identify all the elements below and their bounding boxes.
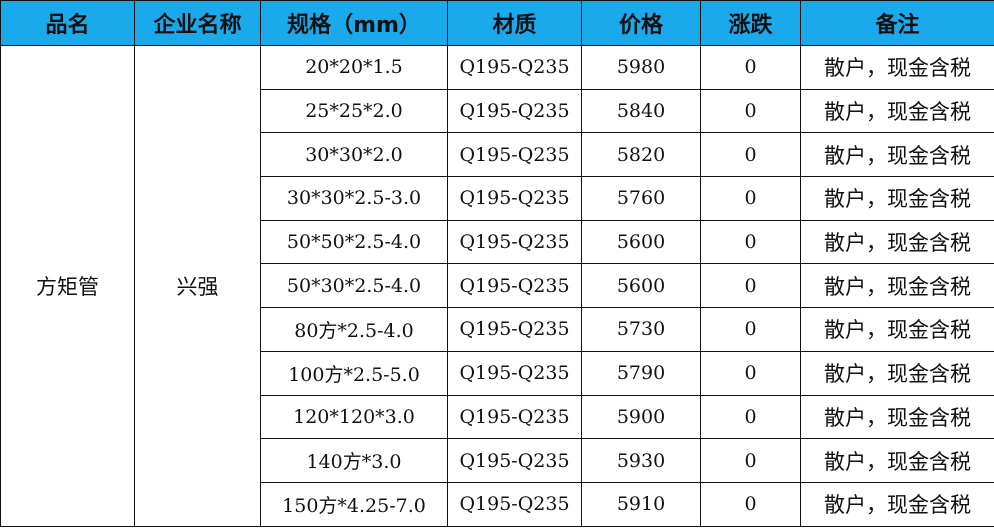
price-cell: 5900 xyxy=(581,394,701,440)
column-header: 规格（mm） xyxy=(260,0,448,46)
remark-cell: 散户，现金含税 xyxy=(800,307,994,352)
spec-cell: 100方*2.5-5.0 xyxy=(260,350,448,396)
change-cell: 0 xyxy=(700,176,801,221)
column-header: 涨跌 xyxy=(700,0,801,46)
spec-cell: 30*30*2.5-3.0 xyxy=(260,176,448,221)
material-cell: Q195-Q235 xyxy=(447,438,582,483)
material-cell: Q195-Q235 xyxy=(447,307,582,352)
material-cell: Q195-Q235 xyxy=(447,176,582,221)
material-cell: Q195-Q235 xyxy=(447,45,582,90)
material-cell: Q195-Q235 xyxy=(447,350,582,396)
price-cell: 5600 xyxy=(581,263,701,309)
company-name-cell: 兴强 xyxy=(134,45,261,527)
change-cell: 0 xyxy=(700,350,801,396)
change-cell: 0 xyxy=(700,307,801,352)
price-cell: 5910 xyxy=(581,481,701,527)
spec-cell: 30*30*2.0 xyxy=(260,132,448,178)
price-cell: 5760 xyxy=(581,176,701,221)
material-cell: Q195-Q235 xyxy=(447,132,582,178)
table-row: 80方*2.5-4.0 Q195-Q235 5730 0 散户，现金含税 xyxy=(1,307,994,352)
table-row: 120*120*3.0 Q195-Q235 5900 0 散户，现金含税 xyxy=(1,394,994,440)
material-cell: Q195-Q235 xyxy=(447,394,582,440)
change-cell: 0 xyxy=(700,88,801,134)
material-cell: Q195-Q235 xyxy=(447,88,582,134)
remark-cell: 散户，现金含税 xyxy=(800,481,994,527)
spec-cell: 150方*4.25-7.0 xyxy=(260,481,448,527)
header-row: 品名 企业名称 规格（mm） 材质 价格 涨跌 备注 xyxy=(0,0,994,46)
table-row: 140方*3.0 Q195-Q235 5930 0 散户，现金含税 xyxy=(1,438,994,483)
material-cell: Q195-Q235 xyxy=(447,219,582,265)
remark-cell: 散户，现金含税 xyxy=(800,438,994,483)
change-cell: 0 xyxy=(700,263,801,309)
table-row: 50*30*2.5-4.0 Q195-Q235 5600 0 散户，现金含税 xyxy=(1,263,994,309)
remark-cell: 散户，现金含税 xyxy=(800,394,994,440)
change-cell: 0 xyxy=(700,438,801,483)
spec-cell: 50*50*2.5-4.0 xyxy=(260,219,448,265)
spec-cell: 120*120*3.0 xyxy=(260,394,448,440)
spec-cell: 140方*3.0 xyxy=(260,438,448,483)
spec-cell: 20*20*1.5 xyxy=(260,45,448,90)
product-name-cell: 方矩管 xyxy=(0,45,135,527)
table-row: 150方*4.25-7.0 Q195-Q235 5910 0 散户，现金含税 xyxy=(1,481,994,527)
spec-cell: 25*25*2.0 xyxy=(260,88,448,134)
remark-cell: 散户，现金含税 xyxy=(800,219,994,265)
column-header: 价格 xyxy=(581,0,701,46)
remark-cell: 散户，现金含税 xyxy=(800,45,994,90)
change-cell: 0 xyxy=(700,394,801,440)
remark-cell: 散户，现金含税 xyxy=(800,350,994,396)
material-cell: Q195-Q235 xyxy=(447,481,582,527)
price-cell: 5600 xyxy=(581,219,701,265)
change-cell: 0 xyxy=(700,132,801,178)
column-header: 企业名称 xyxy=(134,0,261,46)
spec-cell: 80方*2.5-4.0 xyxy=(260,307,448,352)
price-cell: 5980 xyxy=(581,45,701,90)
change-cell: 0 xyxy=(700,45,801,90)
remark-cell: 散户，现金含税 xyxy=(800,132,994,178)
table-row: 30*30*2.0 Q195-Q235 5820 0 散户，现金含税 xyxy=(1,132,994,178)
table-row: 30*30*2.5-3.0 Q195-Q235 5760 0 散户，现金含税 xyxy=(1,176,994,221)
remark-cell: 散户，现金含税 xyxy=(800,263,994,309)
change-cell: 0 xyxy=(700,481,801,527)
price-cell: 5730 xyxy=(581,307,701,352)
remark-cell: 散户，现金含税 xyxy=(800,176,994,221)
column-header: 品名 xyxy=(0,0,135,46)
price-cell: 5840 xyxy=(581,88,701,134)
table-row: 方矩管 兴强 20*20*1.5 Q195-Q235 5980 0 散户，现金含税 xyxy=(0,45,994,527)
remark-cell: 散户，现金含税 xyxy=(800,88,994,134)
change-cell: 0 xyxy=(700,219,801,265)
spec-cell: 50*30*2.5-4.0 xyxy=(260,263,448,309)
column-header: 材质 xyxy=(447,0,582,46)
table-row: 25*25*2.0 Q195-Q235 5840 0 散户，现金含税 xyxy=(1,88,994,134)
price-cell: 5790 xyxy=(581,350,701,396)
column-header: 备注 xyxy=(800,0,994,46)
material-cell: Q195-Q235 xyxy=(447,263,582,309)
price-cell: 5820 xyxy=(581,132,701,178)
price-cell: 5930 xyxy=(581,438,701,483)
table-row: 100方*2.5-5.0 Q195-Q235 5790 0 散户，现金含税 xyxy=(1,350,994,396)
